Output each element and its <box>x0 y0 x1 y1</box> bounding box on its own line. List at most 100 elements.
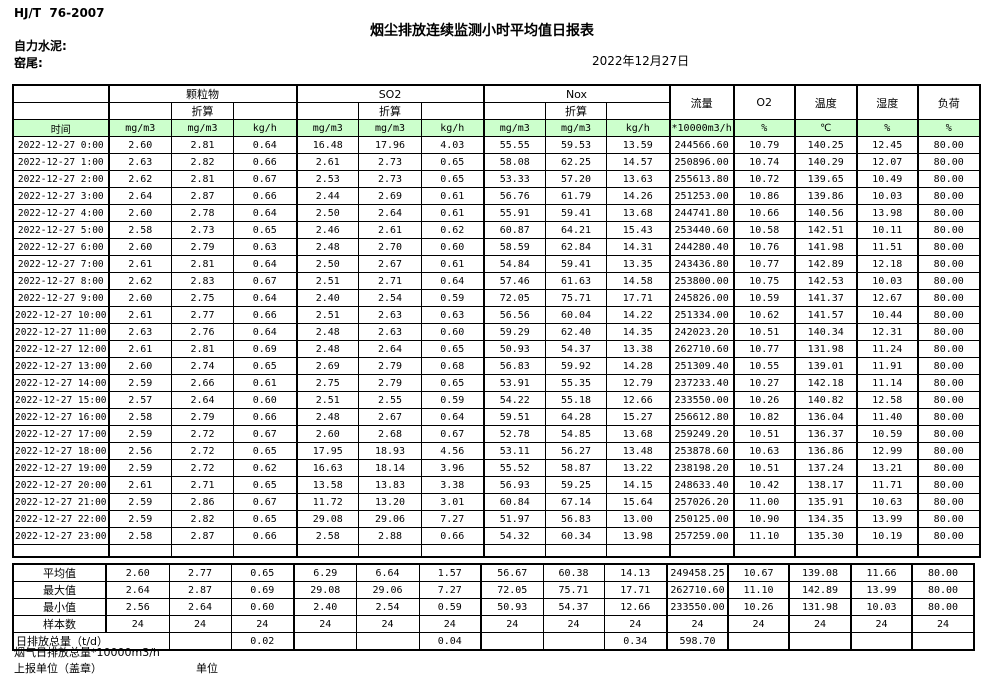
value-cell: 2.58 <box>295 527 360 545</box>
value-cell: 17.71 <box>606 289 671 307</box>
summary-table: 平均值 2.60 2.77 0.65 6.29 6.64 1.57 56.67 60.38 14.… <box>12 563 975 651</box>
value-cell: 2.64 <box>107 187 173 205</box>
value-cell: 80.00 <box>916 391 981 409</box>
value-cell: 2.82 <box>171 510 235 528</box>
value-cell: 0.67 <box>233 272 298 290</box>
value-cell: 142.89 <box>793 255 858 273</box>
value-cell: 11.10 <box>732 527 796 545</box>
blank-cell <box>421 544 485 558</box>
value-cell: 29.06 <box>355 581 420 599</box>
value-cell: 233550.00 <box>668 391 735 409</box>
value-cell: 2.51 <box>295 306 360 324</box>
value-cell: 80.00 <box>916 425 981 443</box>
value-cell: 134.35 <box>793 510 858 528</box>
value-cell: 253878.60 <box>668 442 735 460</box>
value-cell: 248633.40 <box>668 476 735 494</box>
value-cell: 18.93 <box>358 442 423 460</box>
value-cell: 10.58 <box>732 221 796 239</box>
table-row: 2022-12-27 16:00 2.58 2.79 0.66 2.48 2.67 0.64… <box>12 408 981 426</box>
value-cell: 80.00 <box>916 221 981 239</box>
value-cell: 2.87 <box>168 581 232 599</box>
value-cell: 0.64 <box>233 204 298 222</box>
value-cell: 11.66 <box>850 563 913 582</box>
table-row: 2022-12-27 23:00 2.58 2.87 0.66 2.58 2.88 0.66… <box>12 527 981 545</box>
value-cell: 257026.20 <box>668 493 735 511</box>
main-table-body: 2022-12-27 0:00 2.60 2.81 0.64 16.48 17.96 4.0… <box>12 136 981 558</box>
value-cell: 3.38 <box>421 476 485 494</box>
value-cell: 80.00 <box>916 493 981 511</box>
value-cell: 2.61 <box>358 221 423 239</box>
value-cell: 598.70 <box>666 632 729 651</box>
unit-cell: ℃ <box>793 119 858 137</box>
time-cell: 2022-12-27 12:00 <box>12 340 110 358</box>
converted-label-nox: 折算 <box>545 102 608 120</box>
group-header-nox: Nox <box>482 84 671 103</box>
value-cell: 137.24 <box>793 459 858 477</box>
value-cell: 0.64 <box>233 255 298 273</box>
value-cell: 2.56 <box>107 442 173 460</box>
time-cell: 2022-12-27 9:00 <box>12 289 110 307</box>
value-cell: 58.87 <box>545 459 608 477</box>
value-cell: 2.71 <box>358 272 423 290</box>
value-cell: 2.60 <box>107 238 173 256</box>
time-cell: 2022-12-27 4:00 <box>12 204 110 222</box>
value-cell: 10.49 <box>855 170 919 188</box>
value-cell: 10.86 <box>732 187 796 205</box>
value-cell: 0.61 <box>233 374 298 392</box>
time-cell: 2022-12-27 1:00 <box>12 153 110 171</box>
table-row: 2022-12-27 22:00 2.59 2.82 0.65 29.08 29.06 7.… <box>12 510 981 528</box>
value-cell: 0.02 <box>230 632 295 651</box>
value-cell: 55.52 <box>482 459 547 477</box>
value-cell: 0.61 <box>421 255 485 273</box>
summary-row: 日排放总量（t/d） 0.02 0.04 0.34 598.70 <box>12 632 975 651</box>
kiln-label: 窑尾: <box>14 56 43 70</box>
value-cell: 13.00 <box>606 510 671 528</box>
value-cell: 17.95 <box>295 442 360 460</box>
value-cell: 11.91 <box>855 357 919 375</box>
value-cell: 12.99 <box>855 442 919 460</box>
value-cell: 13.63 <box>606 170 671 188</box>
value-cell: 13.68 <box>606 425 671 443</box>
value-cell: 131.98 <box>793 340 858 358</box>
time-cell: 2022-12-27 3:00 <box>12 187 110 205</box>
unit-cell: mg/m3 <box>295 119 360 137</box>
table-row: 2022-12-27 19:00 2.59 2.72 0.62 16.63 18.14 3.… <box>12 459 981 477</box>
value-cell: 14.13 <box>603 563 668 582</box>
table-row: 2022-12-27 6:00 2.60 2.79 0.63 2.48 2.70 0.60 5… <box>12 238 981 256</box>
value-cell: 15.43 <box>606 221 671 239</box>
value-cell: 249458.25 <box>666 563 729 582</box>
value-cell: 59.51 <box>482 408 547 426</box>
value-cell: 80.00 <box>916 238 981 256</box>
header-converted-row: 折算 折算 折算 <box>12 102 980 120</box>
company-name: 自力水泥: <box>14 39 67 53</box>
value-cell: 141.57 <box>793 306 858 324</box>
value-cell: 2.48 <box>295 238 360 256</box>
value-cell: 0.65 <box>233 357 298 375</box>
value-cell: 135.91 <box>793 493 858 511</box>
value-cell: 257259.00 <box>668 527 735 545</box>
value-cell: 24 <box>788 615 852 633</box>
value-cell: 0.60 <box>233 391 298 409</box>
value-cell: 2.58 <box>107 221 173 239</box>
value-cell: 10.03 <box>855 187 919 205</box>
value-cell: 142.53 <box>793 272 858 290</box>
value-cell: 60.84 <box>482 493 547 511</box>
summary-row: 样本数 24 24 24 24 24 24 24 24 24 24 24 24 24 24 <box>12 615 975 633</box>
value-cell: 0.62 <box>421 221 485 239</box>
time-cell: 2022-12-27 18:00 <box>12 442 110 460</box>
value-cell: 2.83 <box>171 272 235 290</box>
value-cell: 2.53 <box>295 170 360 188</box>
value-cell: 24 <box>480 615 544 633</box>
time-cell: 2022-12-27 19:00 <box>12 459 110 477</box>
value-cell: 10.62 <box>732 306 796 324</box>
value-cell: 80.00 <box>916 357 981 375</box>
time-cell: 2022-12-27 7:00 <box>12 255 110 273</box>
value-cell: 139.65 <box>793 170 858 188</box>
value-cell: 80.00 <box>916 442 981 460</box>
value-cell: 56.76 <box>482 187 547 205</box>
value-cell: 0.65 <box>233 476 298 494</box>
value-cell: 1.57 <box>418 563 482 582</box>
value-cell: 2.63 <box>358 306 423 324</box>
value-cell: 2.58 <box>107 527 173 545</box>
value-cell: 136.37 <box>793 425 858 443</box>
